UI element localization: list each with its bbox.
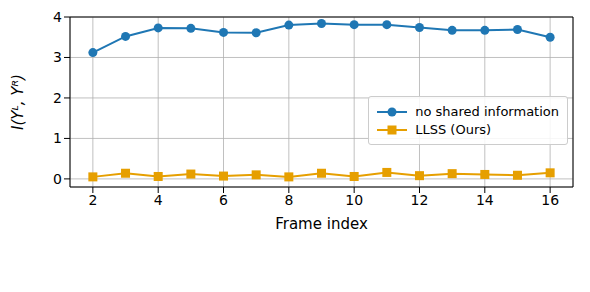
html-text:no shared information: no shared information — [415, 104, 559, 119]
svg-text:I(Yᴸ, Yᴿ): I(Yᴸ, Yᴿ) — [9, 74, 27, 130]
svg-text:2: 2 — [88, 192, 97, 208]
svg-text:16: 16 — [541, 192, 559, 208]
svg-text:6: 6 — [219, 192, 228, 208]
svg-text:4: 4 — [154, 192, 163, 208]
html-text:LLSS (Ours): LLSS (Ours) — [415, 122, 492, 137]
svg-text:14: 14 — [476, 192, 494, 208]
svg-text:1: 1 — [53, 130, 62, 146]
svg-text:10: 10 — [345, 192, 363, 208]
svg-text:12: 12 — [411, 192, 429, 208]
svg-text:2: 2 — [53, 90, 62, 106]
svg-text:Frame index: Frame index — [275, 215, 368, 233]
svg-text:8: 8 — [284, 192, 293, 208]
svg-text:0: 0 — [53, 171, 62, 187]
svg-text:4: 4 — [53, 9, 62, 25]
svg-text:3: 3 — [53, 49, 62, 65]
